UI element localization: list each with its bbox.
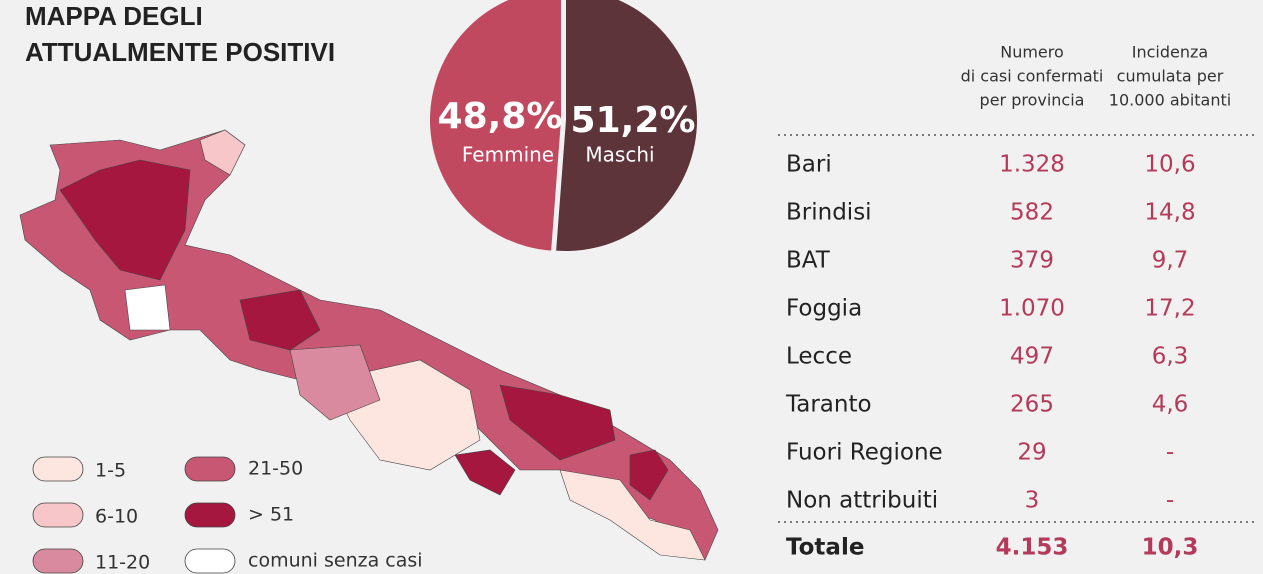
title-line-1: MAPPA DEGLI (25, 1, 203, 31)
legend-label: comuni senza casi (248, 550, 423, 572)
pie-chart: 48,8% Femmine 51,2%Maschi (429, 0, 697, 251)
area (289, 344, 381, 421)
legend-label: > 51 (248, 504, 294, 526)
table-cell: - (1166, 440, 1174, 466)
pie-category-label: Femmine (462, 143, 554, 167)
column-header: Numero (1000, 43, 1064, 62)
table-cell: - (1166, 488, 1174, 514)
row-label: Lecce (786, 344, 852, 370)
pie-value-label: 51,2% (571, 100, 696, 141)
area (499, 384, 616, 461)
legend-label: 1-5 (95, 460, 126, 482)
table: Numero di casi confermati per provincia Inc… (778, 43, 1258, 561)
area (124, 284, 171, 331)
pie-slice (429, 0, 561, 251)
table-cell: 14,8 (1144, 200, 1195, 226)
column-header: 10.000 abitanti (1109, 91, 1231, 110)
row-label: Taranto (785, 392, 872, 418)
map (19, 129, 719, 561)
table-cell: 379 (1010, 248, 1054, 274)
legend-swatch (32, 502, 84, 528)
row-label: Non attribuiti (786, 488, 938, 514)
pie-slice (556, 0, 697, 251)
total-cell: 10,3 (1142, 535, 1199, 561)
area (239, 289, 321, 351)
table-cell: 582 (1010, 200, 1054, 226)
legend-swatch (184, 456, 236, 482)
row-label: Foggia (786, 296, 862, 322)
table-cell: 10,6 (1144, 152, 1195, 178)
column-header: di casi confermati (961, 67, 1104, 86)
table-cell: 3 (1025, 488, 1040, 514)
row-label: Bari (786, 152, 832, 178)
table-cell: 17,2 (1144, 296, 1195, 322)
area (199, 129, 246, 176)
row-label: BAT (786, 248, 831, 274)
table-cell: 9,7 (1152, 248, 1189, 274)
pie-value-label: 48,8% (438, 96, 563, 137)
column-header: cumulata per (1117, 67, 1224, 86)
table-cell: 6,3 (1152, 344, 1189, 370)
row-label: Fuori Regione (786, 440, 943, 466)
table-cell: 29 (1017, 440, 1046, 466)
legend: 1-5 6-10 11-20 21-50 > 51 comuni senza casi (32, 456, 423, 574)
legend-swatch (184, 502, 236, 528)
column-header: Incidenza (1132, 43, 1208, 62)
table-cell: 265 (1010, 392, 1054, 418)
table-cell: 4,6 (1152, 392, 1189, 418)
area (59, 159, 191, 281)
area (454, 449, 516, 496)
legend-label: 21-50 (248, 458, 303, 480)
total-label: Totale (786, 535, 864, 561)
legend-label: 6-10 (95, 506, 138, 528)
area (629, 449, 669, 501)
title-line-2: ATTUALMENTE POSITIVI (25, 37, 335, 67)
total-cell: 4.153 (996, 535, 1069, 561)
column-header: per provincia (980, 91, 1085, 110)
legend-swatch (32, 456, 84, 482)
legend-swatch (184, 548, 236, 574)
table-cell: 1.070 (999, 296, 1065, 322)
table-cell: 497 (1010, 344, 1054, 370)
legend-label: 11-20 (95, 552, 150, 574)
area (559, 469, 706, 561)
table-cell: 1.328 (999, 152, 1065, 178)
pie-category-label: Maschi (585, 143, 654, 167)
legend-swatch (32, 548, 84, 574)
row-label: Brindisi (786, 200, 872, 226)
